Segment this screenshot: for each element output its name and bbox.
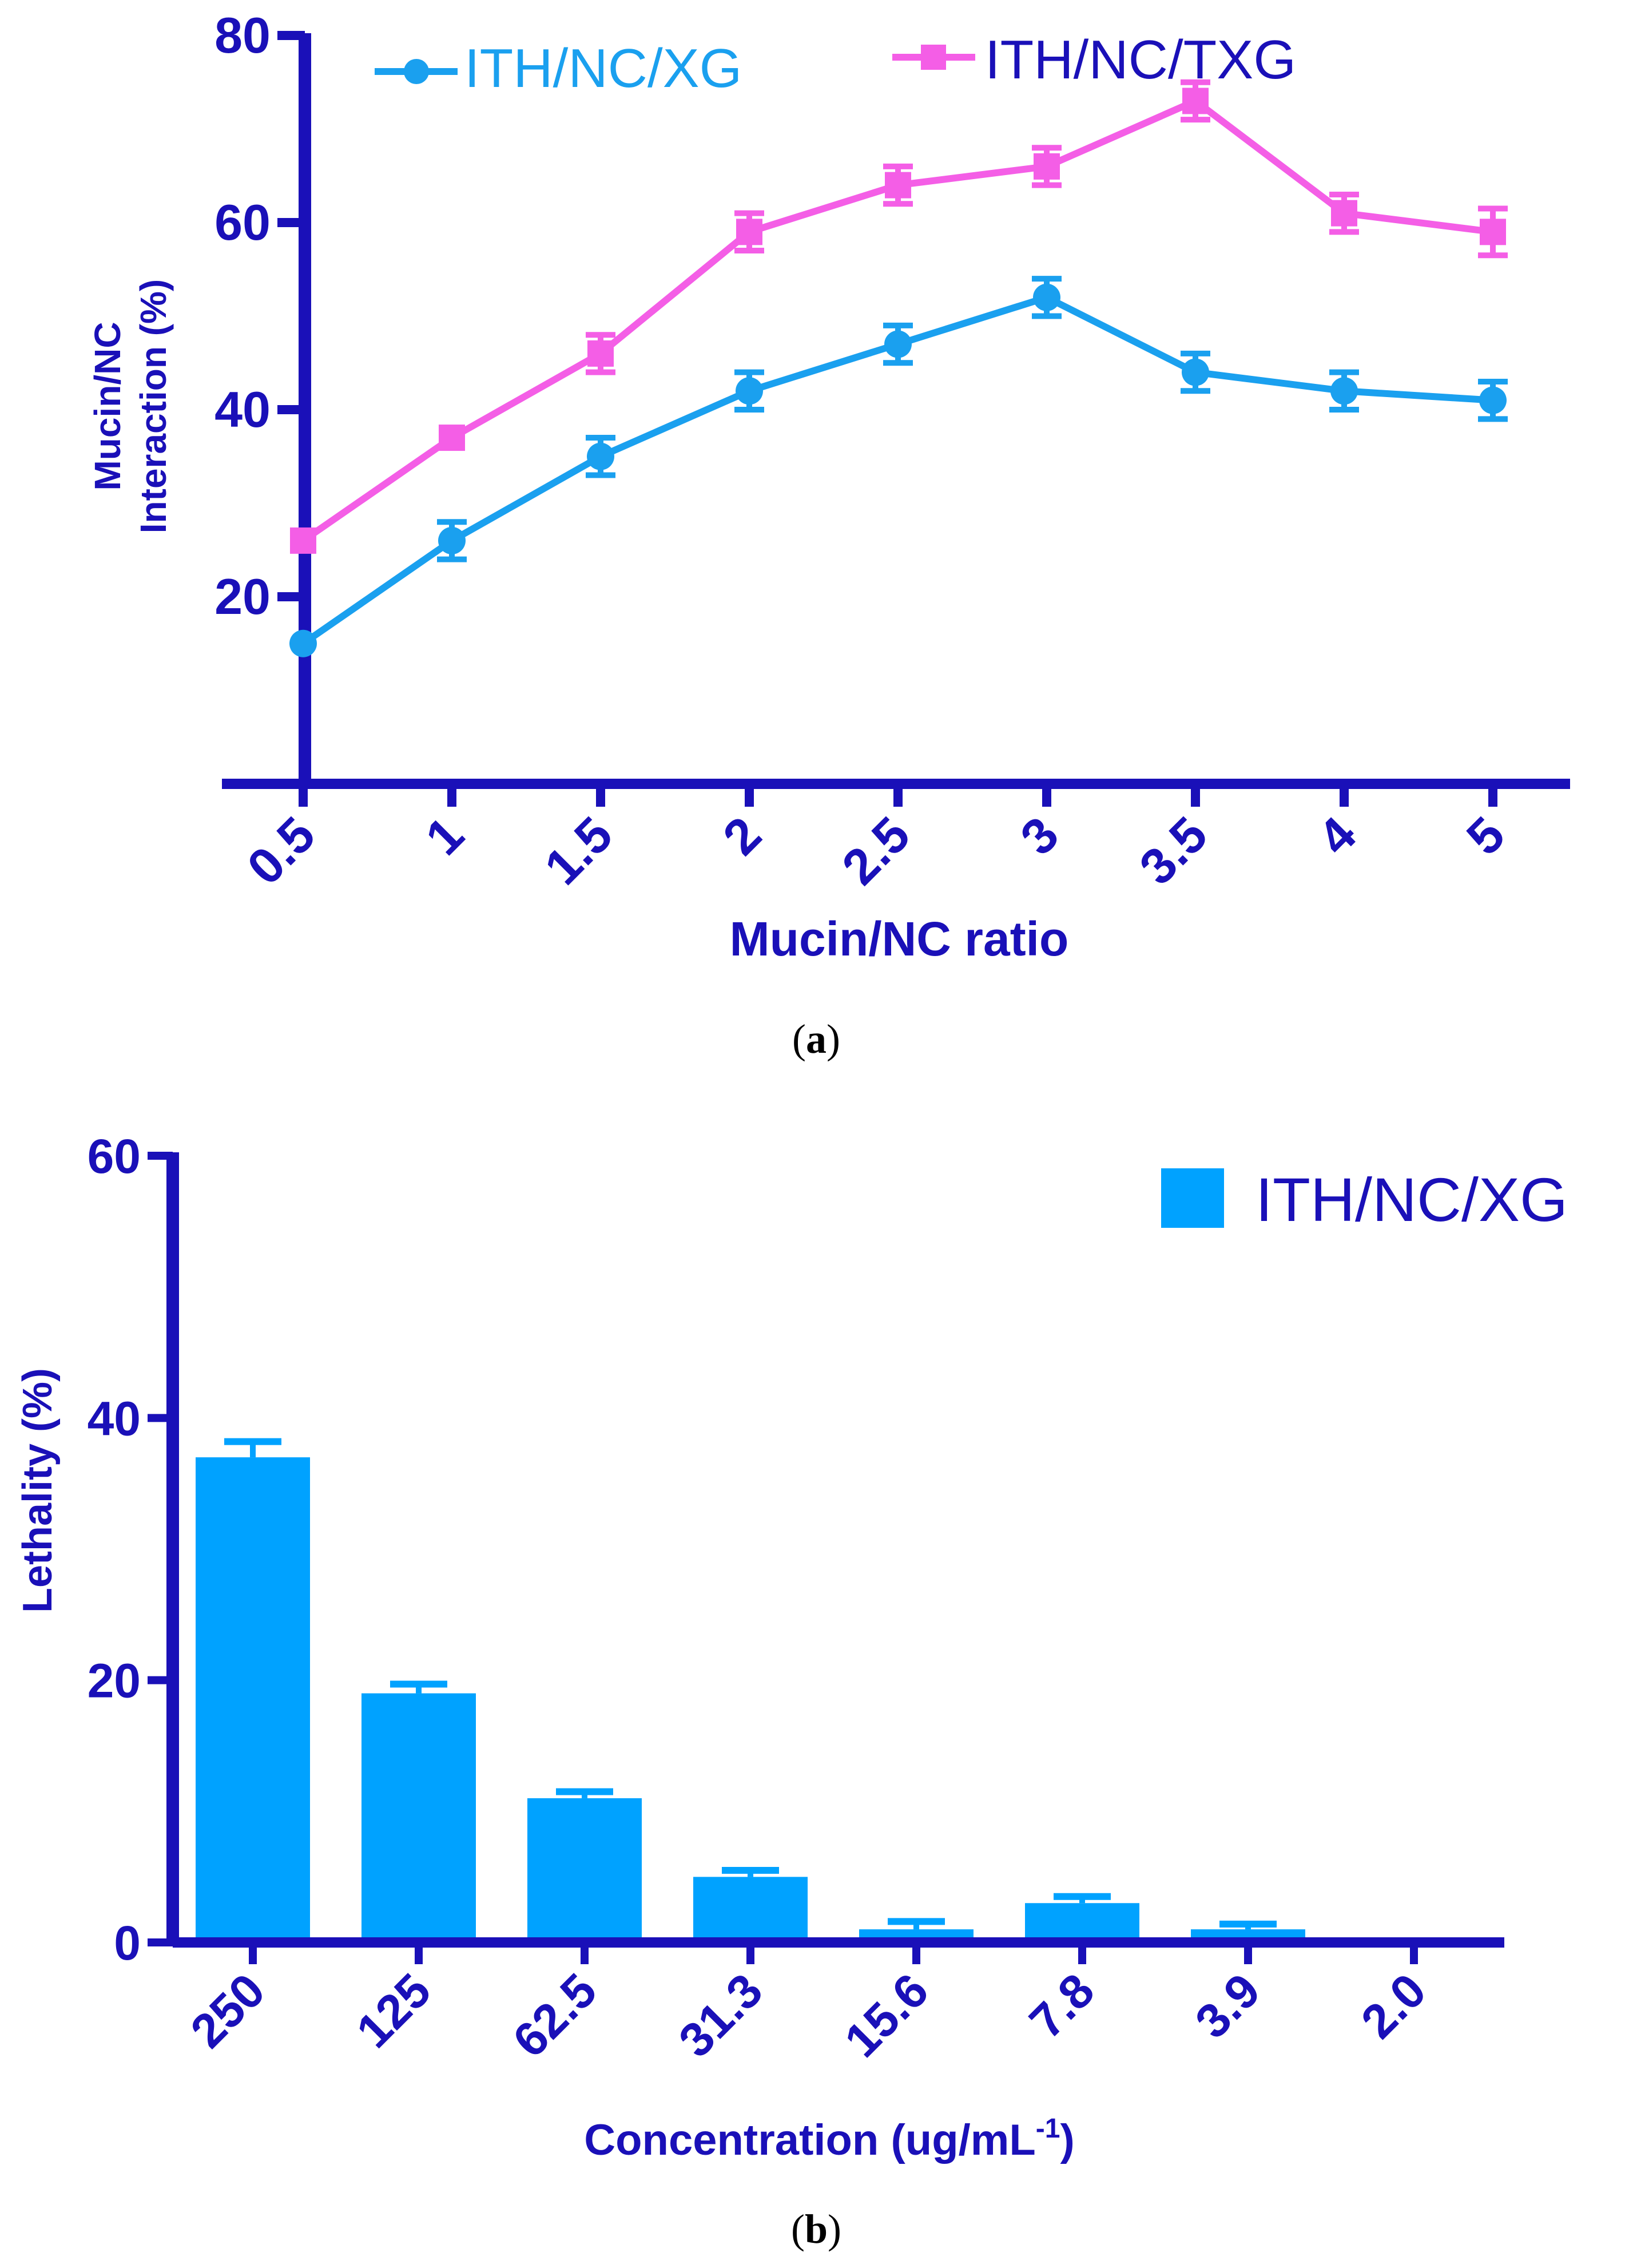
legend-label-ith-nc-xg: ITH/NC/XG <box>464 38 742 99</box>
chart-a-y-axis-title: Mucin/NC Interaction (%) <box>87 279 174 533</box>
point-ith-nc-txg-1 <box>439 425 465 451</box>
chart-a-caption: (a) <box>792 1016 840 1062</box>
legend-entry-ith-nc-xg: ITH/NC/XG <box>375 38 742 99</box>
chart-b-x-axis-title-main: Concentration (ug/mL <box>584 2116 1036 2164</box>
point-ith-nc-xg-3 <box>1033 283 1060 311</box>
chart-b-x-tick-label-125: 125 <box>346 1963 441 2058</box>
bar-31-3 <box>693 1877 808 1942</box>
point-ith-nc-xg-5 <box>1479 386 1507 414</box>
chart-a-y-tick-label-40: 40 <box>214 381 271 438</box>
chart-b-x-tick-label-7-8: 7.8 <box>1019 1963 1104 2048</box>
chart-b-axes <box>166 1152 1504 1948</box>
bar-62-5 <box>527 1798 642 1942</box>
point-ith-nc-txg-0-5 <box>290 527 316 554</box>
chart-b-x-tick-label-2-0: 2.0 <box>1351 1963 1436 2048</box>
chart-a-x-tick-label-1-5: 1.5 <box>534 806 623 895</box>
legend-entry-ith-nc-txg: ITH/NC/TXG <box>892 29 1296 90</box>
point-ith-nc-txg-5 <box>1480 219 1506 245</box>
chart-a-x-tick-label-3-5: 3.5 <box>1129 806 1218 895</box>
bar-7-8 <box>1025 1903 1139 1942</box>
chart-b-x-tick-label-250: 250 <box>180 1963 275 2058</box>
chart-a: 20 40 60 80 0.5 1 1.5 2 2.5 3 3.5 4 5 Mucin/NC rati… <box>87 7 1570 1062</box>
chart-b-y-ticks: 0 20 40 60 <box>88 1129 173 1970</box>
chart-a-x-tick-label-2-5: 2.5 <box>831 806 921 895</box>
chart-b-caption-letter: b <box>805 2206 828 2252</box>
chart-b-x-axis-title-end: ) <box>1060 2116 1074 2164</box>
chart-a-axes <box>222 33 1570 789</box>
chart-a-x-tick-label-5: 5 <box>1456 806 1516 866</box>
point-ith-nc-xg-2-5 <box>884 330 912 358</box>
chart-b-x-tick-label-15-6: 15.6 <box>835 1963 939 2067</box>
chart-a-x-tick-label-3: 3 <box>1010 806 1070 866</box>
legend-marker-ith-nc-txg <box>921 45 946 70</box>
chart-a-y-axis-title-line1: Mucin/NC <box>87 322 128 490</box>
chart-b-bars <box>196 1438 1305 1942</box>
chart-b-legend: ITH/NC/XG <box>1161 1165 1568 1234</box>
point-ith-nc-xg-2 <box>736 377 763 405</box>
legend-marker-ith-nc-xg <box>404 59 429 84</box>
legend-label-bar-ith-nc-xg: ITH/NC/XG <box>1255 1165 1568 1234</box>
chart-a-legend: ITH/NC/XG ITH/NC/TXG <box>375 29 1296 99</box>
point-ith-nc-txg-1-5 <box>587 340 614 367</box>
chart-b-x-tick-label-3-9: 3.9 <box>1185 1963 1270 2048</box>
chart-b-y-tick-label-0: 0 <box>114 1916 141 1970</box>
point-ith-nc-txg-2 <box>736 219 762 245</box>
chart-a-x-tick-label-1: 1 <box>415 806 475 866</box>
chart-b-y-tick-label-20: 20 <box>88 1654 141 1708</box>
series-ith-nc-txg <box>290 79 1508 554</box>
chart-b-y-tick-label-60: 60 <box>88 1129 141 1183</box>
chart-a-x-tick-label-4: 4 <box>1307 806 1367 866</box>
point-ith-nc-xg-4 <box>1330 377 1358 405</box>
legend-swatch-ith-nc-xg <box>1161 1168 1224 1228</box>
chart-a-y-ticks: 20 40 60 80 <box>214 7 305 625</box>
chart-a-x-tick-label-2: 2 <box>712 806 772 866</box>
chart-b-y-axis-title: Lethality (%) <box>15 1368 61 1613</box>
chart-b-y-tick-label-40: 40 <box>88 1391 141 1445</box>
chart-a-y-axis-title-line2: Interaction (%) <box>133 279 174 533</box>
chart-b: 0 20 40 60 250 125 62.5 31.3 15.6 7.8 3.9 2.0 Conc… <box>15 1129 1568 2252</box>
chart-a-x-axis-title: Mucin/NC ratio <box>730 912 1069 966</box>
series-ith-nc-xg <box>289 276 1508 657</box>
chart-b-caption: (b) <box>791 2206 841 2252</box>
chart-a-y-tick-label-60: 60 <box>214 194 271 251</box>
chart-a-y-tick-label-20: 20 <box>214 568 271 625</box>
point-ith-nc-xg-0-5 <box>289 629 317 657</box>
chart-a-y-tick-label-80: 80 <box>214 7 271 64</box>
chart-a-x-tick-label-0-5: 0.5 <box>236 806 326 895</box>
point-ith-nc-txg-3 <box>1034 153 1060 180</box>
chart-a-series <box>289 79 1508 657</box>
point-ith-nc-txg-2-5 <box>885 172 911 199</box>
chart-b-x-tick-label-62-5: 62.5 <box>503 1963 607 2067</box>
legend-label-ith-nc-txg: ITH/NC/TXG <box>985 29 1296 90</box>
bar-125 <box>361 1693 476 1942</box>
chart-b-x-axis-title: Concentration (ug/mL-1) <box>584 2114 1075 2164</box>
bar-250 <box>196 1457 310 1942</box>
point-ith-nc-txg-4 <box>1331 200 1357 227</box>
chart-b-x-tick-label-31-3: 31.3 <box>669 1963 773 2067</box>
point-ith-nc-xg-1 <box>438 526 466 554</box>
chart-b-x-axis-title-superscript: -1 <box>1036 2114 1060 2144</box>
point-ith-nc-xg-3-5 <box>1182 358 1209 386</box>
chart-a-x-ticks: 0.5 1 1.5 2 2.5 3 3.5 4 5 <box>236 784 1516 895</box>
chart-a-caption-letter: a <box>806 1016 827 1062</box>
chart-b-x-ticks: 250 125 62.5 31.3 15.6 7.8 3.9 2.0 <box>180 1942 1436 2067</box>
point-ith-nc-txg-3-5 <box>1182 88 1209 114</box>
point-ith-nc-xg-1-5 <box>587 442 614 470</box>
